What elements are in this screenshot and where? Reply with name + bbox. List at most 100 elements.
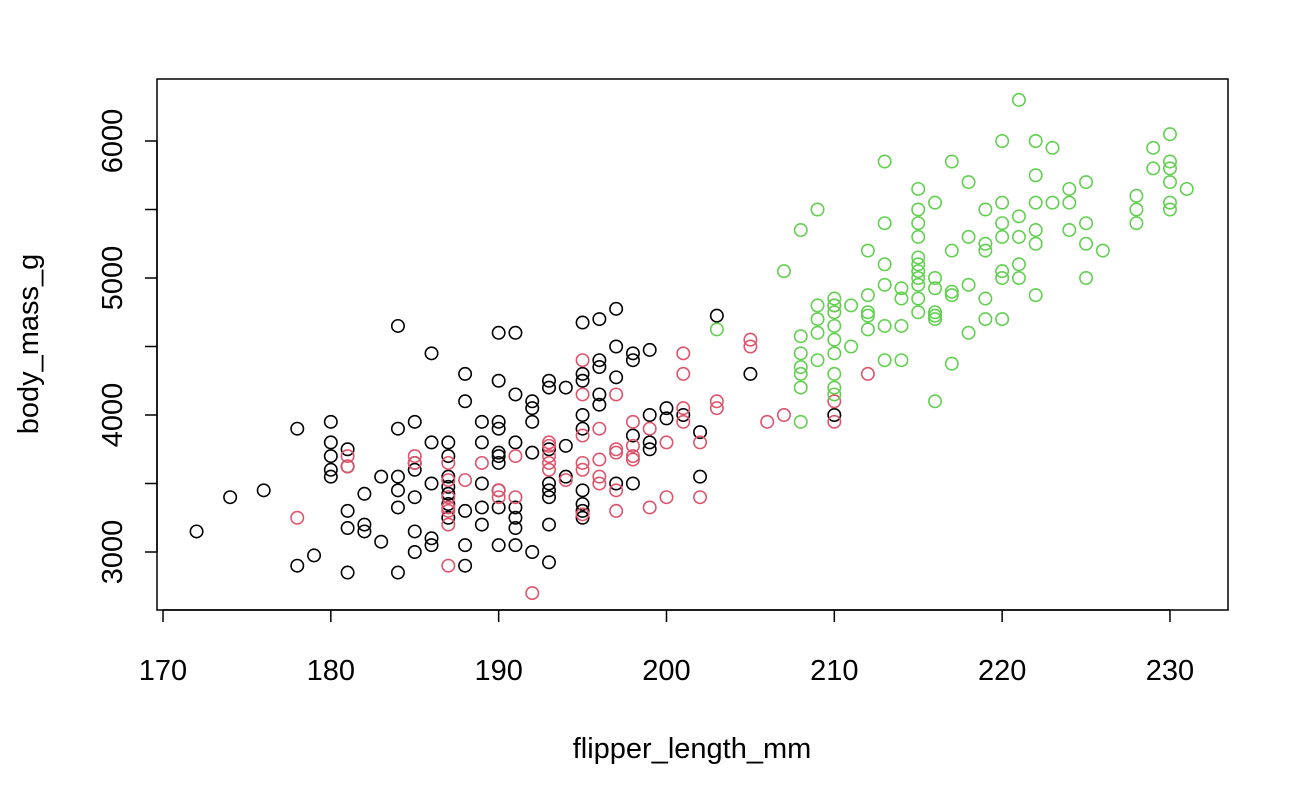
data-point [793, 360, 808, 375]
data-point [1011, 257, 1026, 272]
data-point [625, 346, 640, 361]
data-point [592, 387, 607, 402]
data-point [424, 531, 439, 546]
data-point [1028, 195, 1043, 210]
data-point [508, 490, 523, 505]
x-tick-label: 180 [307, 655, 355, 687]
data-point [1162, 161, 1177, 176]
data-point [474, 476, 489, 491]
data-point [860, 243, 875, 258]
data-point [961, 325, 976, 340]
data-point [592, 421, 607, 436]
data-point [1011, 270, 1026, 285]
data-point [995, 229, 1010, 244]
data-point [961, 277, 976, 292]
data-point [995, 264, 1010, 279]
y-tick-label: 3000 [97, 520, 129, 585]
data-point [441, 455, 456, 470]
data-point [223, 490, 238, 505]
data-point [676, 407, 691, 422]
data-point [944, 356, 959, 371]
data-point [995, 312, 1010, 327]
data-point [474, 517, 489, 532]
data-point [609, 387, 624, 402]
data-point [592, 312, 607, 327]
data-point [424, 435, 439, 450]
data-point [340, 565, 355, 580]
data-point [407, 414, 422, 429]
data-point [827, 305, 842, 320]
data-point [323, 469, 338, 484]
data-point [508, 510, 523, 525]
data-point [1162, 195, 1177, 210]
data-point [575, 507, 590, 522]
data-point [961, 175, 976, 190]
data-point [575, 373, 590, 388]
data-point [542, 373, 557, 388]
data-point [575, 428, 590, 443]
data-point [374, 469, 389, 484]
data-point [642, 500, 657, 515]
data-point [659, 401, 674, 416]
data-point [575, 503, 590, 518]
y-axis-label: body_mass_g [13, 254, 45, 435]
data-point [491, 325, 506, 340]
data-point [625, 428, 640, 443]
data-point [491, 483, 506, 498]
data-point [390, 318, 405, 333]
data-point [1095, 243, 1110, 258]
data-point [911, 291, 926, 306]
data-point [911, 216, 926, 231]
data-point [592, 452, 607, 467]
data-point [1129, 188, 1144, 203]
data-point [693, 435, 708, 450]
data-point [1146, 161, 1161, 176]
data-point [877, 257, 892, 272]
data-point [1162, 175, 1177, 190]
data-point [659, 411, 674, 426]
data-point [1028, 236, 1043, 251]
data-point [424, 538, 439, 553]
data-point [1129, 202, 1144, 217]
data-point [844, 339, 859, 354]
data-point [340, 459, 355, 474]
data-point [978, 312, 993, 327]
data-point [1028, 168, 1043, 183]
data-point [911, 305, 926, 320]
data-point [491, 500, 506, 515]
data-point [944, 154, 959, 169]
data-point [508, 435, 523, 450]
data-point [961, 229, 976, 244]
data-point [978, 291, 993, 306]
data-point [390, 421, 405, 436]
data-point [441, 558, 456, 573]
data-point [978, 236, 993, 251]
data-point [558, 438, 573, 453]
x-tick-label: 210 [810, 655, 858, 687]
data-point [323, 449, 338, 464]
data-point [827, 407, 842, 422]
data-point [642, 442, 657, 457]
data-point [1129, 216, 1144, 231]
data-point [542, 380, 557, 395]
data-point [1062, 223, 1077, 238]
data-point [609, 301, 624, 316]
data-point [508, 449, 523, 464]
data-point [609, 445, 624, 460]
data-point [491, 455, 506, 470]
data-point [911, 270, 926, 285]
data-point [860, 322, 875, 337]
data-point [407, 490, 422, 505]
data-point [693, 469, 708, 484]
data-point [390, 469, 405, 484]
data-point [760, 414, 775, 429]
data-point [928, 195, 943, 210]
data-point [911, 277, 926, 292]
data-point [558, 380, 573, 395]
data-point [491, 538, 506, 553]
data-point [290, 510, 305, 525]
data-point [575, 353, 590, 368]
data-point [609, 503, 624, 518]
data-point [978, 202, 993, 217]
data-point [894, 318, 909, 333]
